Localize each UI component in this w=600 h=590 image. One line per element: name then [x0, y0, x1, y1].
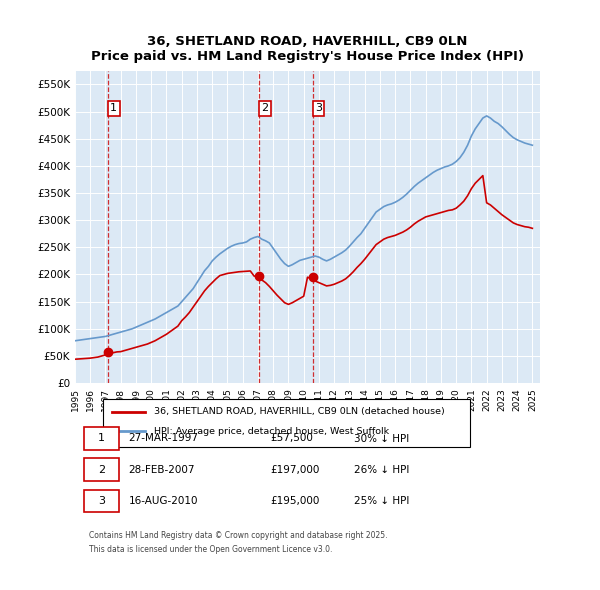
Text: 30% ↓ HPI: 30% ↓ HPI — [354, 434, 409, 444]
Text: £197,000: £197,000 — [270, 465, 320, 475]
Text: 3: 3 — [315, 103, 322, 113]
Text: 25% ↓ HPI: 25% ↓ HPI — [354, 496, 409, 506]
Text: HPI: Average price, detached house, West Suffolk: HPI: Average price, detached house, West… — [154, 427, 389, 436]
Text: 1: 1 — [110, 103, 118, 113]
Text: 36, SHETLAND ROAD, HAVERHILL, CB9 0LN (detached house): 36, SHETLAND ROAD, HAVERHILL, CB9 0LN (d… — [154, 407, 445, 416]
Text: 26% ↓ HPI: 26% ↓ HPI — [354, 465, 409, 475]
FancyBboxPatch shape — [84, 490, 119, 512]
Text: 27-MAR-1997: 27-MAR-1997 — [128, 434, 199, 444]
Text: 3: 3 — [98, 496, 105, 506]
Text: 28-FEB-2007: 28-FEB-2007 — [128, 465, 195, 475]
FancyBboxPatch shape — [84, 427, 119, 450]
FancyBboxPatch shape — [103, 399, 470, 447]
Title: 36, SHETLAND ROAD, HAVERHILL, CB9 0LN
Price paid vs. HM Land Registry's House Pr: 36, SHETLAND ROAD, HAVERHILL, CB9 0LN Pr… — [91, 35, 524, 63]
Text: 2: 2 — [262, 103, 269, 113]
Text: 16-AUG-2010: 16-AUG-2010 — [128, 496, 198, 506]
Text: £195,000: £195,000 — [270, 496, 320, 506]
Text: 1: 1 — [98, 434, 105, 444]
FancyBboxPatch shape — [84, 458, 119, 481]
Text: 2: 2 — [98, 465, 105, 475]
Text: Contains HM Land Registry data © Crown copyright and database right 2025.: Contains HM Land Registry data © Crown c… — [89, 531, 388, 540]
Text: £57,500: £57,500 — [270, 434, 313, 444]
Text: This data is licensed under the Open Government Licence v3.0.: This data is licensed under the Open Gov… — [89, 545, 332, 554]
